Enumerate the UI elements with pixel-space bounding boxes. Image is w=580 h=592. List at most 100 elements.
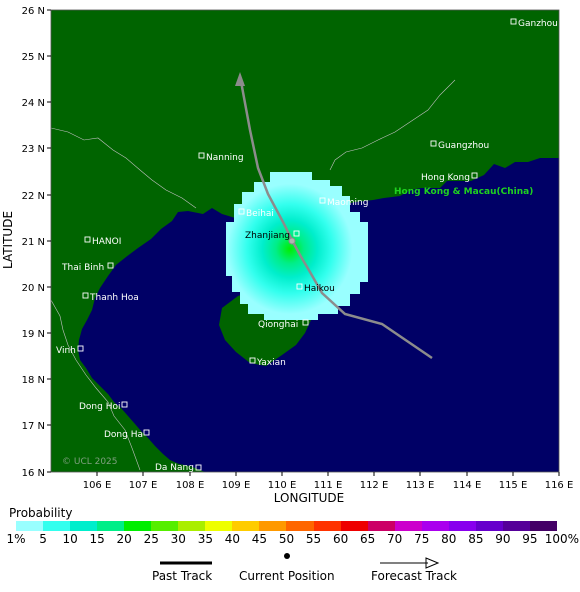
- city-label-haikou: Haikou: [304, 284, 335, 294]
- lat-tick-label: 25 N: [22, 52, 45, 63]
- legend-swatch: [259, 521, 287, 531]
- lat-tick-label: 19 N: [22, 329, 45, 340]
- past-track: [290, 239, 433, 360]
- lon-tick-label: 109 E: [222, 480, 251, 491]
- forecast-track-north: [238, 75, 294, 241]
- legend-swatch: [124, 521, 152, 531]
- province-border: [51, 127, 197, 209]
- lon-tick-label: 107 E: [129, 480, 158, 491]
- legend-label: 30: [170, 532, 186, 546]
- city-label-qionghai: Qionghai: [258, 320, 298, 330]
- province-border-2: [329, 79, 456, 171]
- current-position-marker: [288, 237, 296, 245]
- lat-tick-label: 18 N: [22, 375, 45, 386]
- legend-swatch: [178, 521, 206, 531]
- city-label-vinh: Vinh: [56, 346, 76, 356]
- forecast-track-key-arrow: [425, 557, 440, 569]
- legend-swatch: [367, 521, 395, 531]
- probability-color-scale: [16, 521, 557, 531]
- track-arrowhead: [235, 72, 245, 86]
- lat-tick-label: 20 N: [22, 283, 45, 294]
- legend-swatch: [475, 521, 503, 531]
- legend-label: 65: [360, 532, 376, 546]
- legend-swatch: [313, 521, 341, 531]
- city-label-hong-kong: Hong Kong: [421, 173, 470, 183]
- legend-swatch: [502, 521, 530, 531]
- lon-ticks: 106 E 107 E 108 E 109 E 110 E 111 E 112 …: [83, 472, 574, 491]
- city-label-beihai: Beihai: [246, 209, 274, 219]
- legend-label: 25: [143, 532, 159, 546]
- legend-label: 45: [251, 532, 268, 546]
- region-label-hong-kong-macau: Hong Kong & Macau(China): [394, 187, 533, 197]
- legend-swatch: [421, 521, 449, 531]
- lon-tick-label: 112 E: [360, 480, 389, 491]
- legend-label: 80: [441, 532, 457, 546]
- legend-label: 1%: [6, 532, 26, 546]
- lat-tick-label: 22 N: [22, 191, 45, 202]
- city-label-hanoi: HANOI: [92, 237, 121, 247]
- legend-label: 20: [116, 532, 132, 546]
- lat-tick-label: 23 N: [22, 144, 45, 155]
- y-axis-title: LATITUDE: [1, 211, 15, 269]
- lon-tick-label: 111 E: [314, 480, 343, 491]
- legend-swatch: [232, 521, 260, 531]
- legend-label: 60: [332, 532, 349, 546]
- city-label-da-nang: Da Nang: [155, 463, 194, 473]
- city-label-nanning: Nanning: [206, 153, 244, 163]
- legend-swatch: [151, 521, 179, 531]
- legend-swatch: [529, 521, 557, 531]
- lat-tick-label: 24 N: [22, 98, 45, 109]
- lat-tick-label: 16 N: [22, 468, 45, 479]
- city-markers: [77, 18, 517, 471]
- city-label-guangzhou: Guangzhou: [438, 141, 489, 151]
- legend-swatch: [340, 521, 368, 531]
- legend-label: 15: [89, 532, 105, 546]
- legend-label: 85: [468, 532, 484, 546]
- city-label-maoming: Maoming: [327, 198, 368, 208]
- legend-label: 40: [224, 532, 241, 546]
- country-border-laos: [51, 299, 141, 471]
- legend-swatch: [205, 521, 233, 531]
- legend-swatch: [43, 521, 71, 531]
- current-position-key-dot: [284, 553, 290, 559]
- legend-swatch: [394, 521, 422, 531]
- city-label-thanh-hoa: Thanh Hoa: [89, 293, 139, 303]
- lon-tick-label: 115 E: [499, 480, 528, 491]
- lon-tick-label: 106 E: [83, 480, 112, 491]
- lon-tick-label: 110 E: [268, 480, 297, 491]
- legend-label: 55: [305, 532, 322, 546]
- mainland-land: [51, 10, 559, 472]
- city-label-yaxian: Yaxian: [256, 358, 286, 368]
- lat-tick-label: 26 N: [22, 6, 45, 17]
- city-label-ganzhou: Ganzhou: [518, 19, 558, 29]
- legend-label: 100%: [544, 532, 579, 546]
- lon-tick-label: 108 E: [176, 480, 205, 491]
- probability-area: [226, 172, 368, 320]
- legend-label: 70: [387, 532, 403, 546]
- legend-swatch: [16, 521, 44, 531]
- lat-tick-label: 17 N: [22, 421, 45, 432]
- city-label-zhanjiang: Zhanjiang: [245, 231, 290, 241]
- legend-label: 75: [414, 532, 430, 546]
- legend-title: Probability: [9, 506, 73, 520]
- city-label-thai-binh: Thai Binh: [61, 263, 104, 273]
- past-track-label: Past Track: [152, 569, 213, 583]
- lat-tick-label: 21 N: [22, 237, 45, 248]
- lon-tick-label: 116 E: [545, 480, 574, 491]
- current-position-label: Current Position: [239, 569, 335, 583]
- copyright-text: © UCL 2025: [62, 457, 118, 467]
- legend-label: 35: [197, 532, 213, 546]
- legend-label: 50: [278, 532, 295, 546]
- legend-label: 95: [522, 532, 538, 546]
- city-label-dong-ha: Dong Ha: [104, 430, 143, 440]
- lon-tick-label: 114 E: [453, 480, 482, 491]
- city-label-dong-hoi: Dong Hoi: [79, 402, 121, 412]
- legend-swatch: [448, 521, 476, 531]
- legend-swatch: [97, 521, 125, 531]
- lat-ticks: 26 N 25 N 24 N 23 N 22 N 21 N 20 N 19 N …: [22, 6, 51, 479]
- legend-swatch: [70, 521, 98, 531]
- legend-label: 5: [39, 532, 47, 546]
- lon-tick-label: 113 E: [406, 480, 435, 491]
- legend-label: 90: [495, 532, 511, 546]
